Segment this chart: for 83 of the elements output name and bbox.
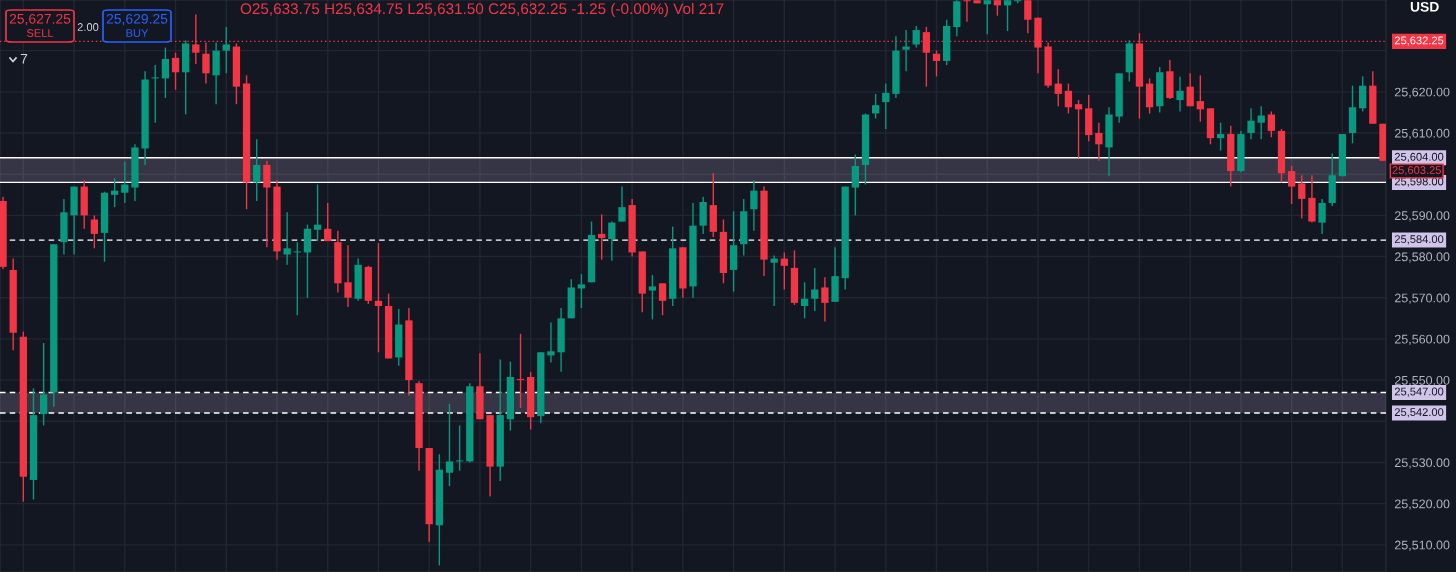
ref-line-label: 25,584.00 <box>1394 235 1444 245</box>
candlestick <box>1145 77 1154 115</box>
text: 25,603.25 <box>1392 166 1441 176</box>
candlestick <box>1074 99 1083 159</box>
candlestick <box>699 196 707 235</box>
candlestick <box>780 251 788 291</box>
candlestick <box>1298 174 1306 220</box>
candlestick <box>111 177 119 208</box>
candlestick <box>324 202 332 242</box>
candlestick <box>263 160 271 248</box>
candlestick <box>598 213 606 261</box>
candlestick <box>283 211 291 266</box>
annotation: 7 <box>20 54 28 64</box>
ref-line-label: 25,604.00 <box>1394 152 1444 163</box>
ref-line-label: 25,632.25 <box>1394 36 1444 46</box>
candlestick <box>171 52 180 91</box>
candlestick <box>800 281 809 320</box>
candlestick <box>608 220 616 262</box>
y-tick-label: 25,570.00 <box>1394 293 1450 304</box>
candlestick <box>882 82 890 130</box>
candlestick <box>253 138 261 202</box>
candlestick <box>313 183 322 242</box>
candlestick <box>1287 165 1296 205</box>
candlestick <box>1024 0 1032 34</box>
candlestick <box>648 274 657 321</box>
candlestick <box>821 276 829 323</box>
y-tick-label: 25,520.00 <box>1394 499 1450 510</box>
candlestick <box>192 13 200 65</box>
annotation: 25,627.25 <box>9 13 71 26</box>
y-tick-label: 25,560.00 <box>1394 334 1450 346</box>
annotation: 25,629.25 <box>106 13 168 26</box>
ref-line-label: 25,547.00 <box>1394 387 1444 397</box>
candlestick <box>577 273 586 309</box>
candlestick <box>618 185 626 223</box>
candlestick <box>1267 110 1275 138</box>
candlestick <box>222 26 230 74</box>
annotation: 2.00 <box>77 23 99 31</box>
text: USD <box>1410 1 1439 12</box>
candlestick <box>1308 174 1316 224</box>
candlestick <box>770 254 778 307</box>
candlestick <box>1359 75 1367 113</box>
candlestick <box>121 161 129 204</box>
y-tick-label: 25,610.00 <box>1394 128 1450 140</box>
y-tick-label: 25,510.00 <box>1394 540 1450 551</box>
candlestick <box>303 223 312 299</box>
candlestick <box>1257 105 1265 140</box>
candlestick <box>90 214 99 250</box>
ref-line-label: 25,598.00 <box>1394 177 1444 187</box>
y-tick-label: 25,550.00 <box>1394 375 1450 387</box>
candlestick <box>912 25 920 49</box>
candlestick <box>932 49 941 78</box>
candlestick <box>902 29 910 72</box>
candlestick <box>344 244 352 308</box>
y-tick-label: 25,580.00 <box>1394 252 1450 263</box>
candlestick <box>871 93 880 120</box>
candlestick <box>658 282 667 316</box>
candlestick <box>1247 107 1255 140</box>
candlestick <box>445 403 454 487</box>
candlestick <box>1003 0 1012 32</box>
candlestick <box>161 46 170 99</box>
candlestick <box>1095 122 1103 162</box>
candlestick <box>851 153 859 217</box>
ref-line-label: 25,542.00 <box>1394 408 1444 418</box>
candlestick <box>1318 198 1326 235</box>
candlestick <box>1054 68 1062 107</box>
candlestick <box>1196 74 1204 123</box>
candlestick <box>1176 75 1184 113</box>
candlestick <box>811 267 819 312</box>
y-tick-label: 25,530.00 <box>1394 458 1450 469</box>
candlestick <box>1216 122 1225 152</box>
y-tick-label: 25,620.00 <box>1394 87 1450 98</box>
y-tick-label: 25,590.00 <box>1394 211 1450 222</box>
candlestick <box>39 342 48 427</box>
candlestick <box>374 242 383 353</box>
annotation: SELL <box>26 29 54 37</box>
candlestick <box>1064 82 1073 115</box>
candlestick <box>750 179 758 232</box>
annotation: BUY <box>126 29 149 37</box>
candlestick <box>963 0 971 23</box>
candlestick <box>1186 72 1194 107</box>
chart-subtitle: O25,633.75 H25,634.75 L25,631.50 C25,632.25 -1.25 (-0.00%) Vol 217 <box>240 2 724 18</box>
candlestick <box>547 321 555 364</box>
candlestick <box>983 0 991 35</box>
